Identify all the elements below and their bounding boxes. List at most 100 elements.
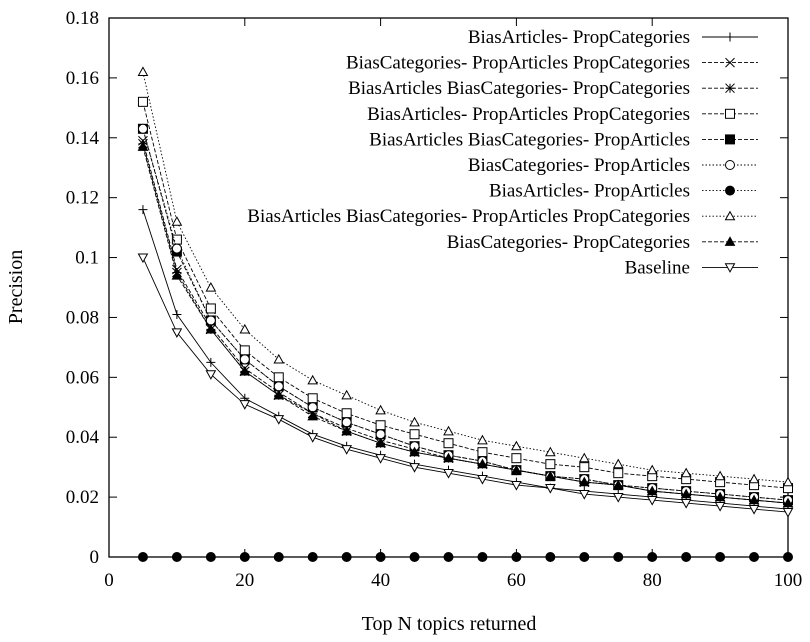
legend-entry: BiasCategories- PropArticles PropCategor… [346,53,758,74]
data-point [375,404,386,415]
data-point [477,458,488,469]
data-point [511,552,522,562]
x-tick-label: 80 [643,570,662,591]
legend-entry: BiasArticles BiasCategories- PropCategor… [348,78,758,99]
data-point [307,433,319,443]
data-point [205,303,216,314]
data-point [613,552,624,562]
legend-marker [725,134,735,145]
data-point [375,429,386,440]
series-line [142,71,789,483]
y-tick-label: 0.04 [66,427,100,448]
data-point [375,454,386,464]
data-point [477,447,488,458]
data-point [138,205,148,215]
data-point [782,497,794,508]
series-line [142,128,789,501]
data-point [205,370,217,380]
legend-label: BiasArticles- PropArticles [489,181,690,202]
legend-entry: BiasArticles BiasCategories- PropArticle… [247,206,758,227]
data-point [137,123,148,134]
legend-label: BiasArticles- PropCategories [468,27,690,48]
y-tick-label: 0.02 [66,487,99,508]
data-point [205,281,217,292]
data-point [511,440,522,451]
y-axis-title: Precision [5,250,27,324]
data-point [171,243,182,254]
data-point [341,445,352,455]
data-point [714,501,726,512]
y-tick-label: 0.06 [66,367,99,388]
data-point [307,410,319,421]
data-point [578,476,590,487]
data-point [273,552,284,562]
data-point [579,462,590,473]
y-tick-label: 0.16 [66,68,99,89]
data-point [409,429,420,440]
data-point [680,499,692,509]
series-line [142,128,789,501]
data-point [171,552,182,562]
data-point [409,463,420,473]
series-line [142,101,789,489]
data-point [341,417,352,428]
x-axis-title: Top N topics returned [362,613,537,635]
data-point [748,473,760,484]
data-point [273,372,284,383]
data-point [239,323,251,334]
series-3 [138,138,793,508]
data-point [443,469,454,479]
data-point [578,490,590,500]
data-point [783,552,793,562]
y-axis: 0 0.02 0.04 0.06 0.08 0.1 0.12 0.14 0.16 0.18 [66,8,788,568]
data-point [409,416,420,427]
data-point [341,408,352,419]
data-point [545,484,556,494]
x-tick-label: 0 [104,570,114,591]
data-point [748,494,760,505]
data-point [341,552,352,562]
data-point [646,464,658,475]
legend-marker [725,160,735,170]
legend-entry: BiasArticles- PropCategories [468,27,758,48]
series-2 [138,135,793,508]
legend-entry: BiasArticles BiasCategories- PropArticle… [369,129,758,150]
y-tick-label: 0 [90,547,100,568]
series-line [142,146,789,504]
data-point [715,552,726,562]
y-tick-label: 0.08 [66,307,99,328]
data-point [681,552,692,562]
data-point [273,381,284,392]
data-point [137,253,149,264]
x-tick-label: 100 [774,570,803,591]
data-point [646,485,658,496]
series-9 [137,141,794,508]
legend-label: Baseline [625,257,690,278]
data-point [307,402,318,413]
data-point [239,400,251,410]
data-point [307,374,319,385]
data-point [545,552,556,562]
y-tick-label: 0.1 [75,248,99,269]
data-point [612,458,624,469]
data-point [477,552,488,562]
data-point [782,476,794,487]
data-point [477,475,488,485]
legend-marker [725,108,735,119]
legend: BiasArticles- PropCategories BiasCategori… [247,27,758,278]
y-tick-label: 0.12 [66,188,99,209]
data-point [172,309,182,319]
legend-marker [725,32,735,42]
series-line [142,257,789,513]
legend-marker [724,263,736,273]
x-tick-label: 20 [235,570,254,591]
data-point [511,464,522,475]
data-point [647,552,658,562]
data-point [680,467,692,478]
legend-entry: Baseline [625,257,758,278]
data-point [443,425,454,436]
data-point [375,437,386,448]
data-point [545,459,556,470]
x-tick-label: 60 [507,570,526,591]
